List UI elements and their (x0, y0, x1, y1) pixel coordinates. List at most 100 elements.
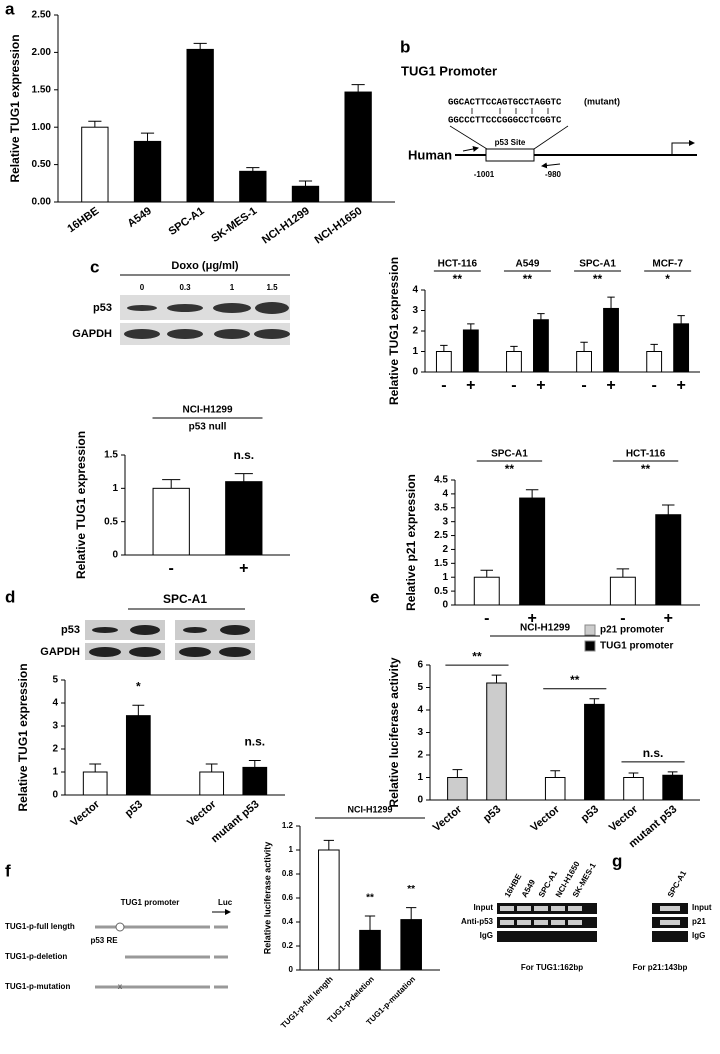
error-bar (193, 42, 207, 50)
y-tick-label: 4 (52, 698, 58, 709)
bar (584, 703, 605, 801)
x-tick-label: TUG1-p-full length (279, 974, 335, 1030)
x-tick-label: + (536, 377, 545, 394)
significance-label: * (665, 272, 670, 286)
x-tick-label: SPC-A1 (167, 205, 207, 238)
blot-strip (120, 323, 290, 345)
significance-label: ** (472, 649, 482, 663)
bar (533, 319, 549, 373)
y-tick-label: 0 (112, 550, 118, 561)
panel-letter: b (400, 37, 410, 56)
error-bar (650, 343, 658, 352)
y-tick-label: 1 (112, 483, 118, 494)
error-bar (550, 770, 561, 778)
significance-label: n.s. (244, 735, 265, 749)
sequence: GGCACTTCCAGTGCCTAGGTC (448, 97, 562, 107)
y-axis-label: Relative TUG1 expression (74, 431, 88, 579)
gel-footer: For TUG1:162bp (521, 963, 583, 972)
x-tick-label: - (652, 377, 657, 394)
error-bar (89, 763, 102, 772)
dose-label: 0 (140, 283, 145, 292)
y-tick-label: 5 (52, 675, 58, 686)
y-tick-label: 1 (417, 772, 423, 783)
significance-label: ** (366, 893, 374, 904)
y-tick-label: 1 (52, 767, 58, 778)
y-tick-label: 2.5 (434, 530, 448, 541)
x-tick-label: NCI-H1650 (313, 205, 365, 246)
gel-row-label: Anti-p53 (461, 917, 494, 926)
y-tick-label: 1 (289, 845, 294, 854)
construct-diagram: TUG1 promoter Luc TUG1-p-full length TUG… (5, 898, 233, 991)
tss-arrow (671, 140, 695, 155)
error-bar (132, 704, 145, 716)
chart-title: NCI-H1299 (347, 804, 392, 814)
significance-label: ** (505, 462, 515, 476)
error-bar (480, 569, 493, 578)
bar (81, 126, 109, 203)
y-axis-label: Relative luciferase activity (262, 842, 272, 955)
legend-label: p21 promoter (600, 625, 664, 636)
group-label: HCT-116 (626, 449, 666, 460)
significance-label: * (136, 679, 141, 693)
sequence-label: (mutant) (584, 96, 620, 106)
lane-label: A549 (520, 878, 538, 900)
bar (199, 771, 225, 796)
y-tick-label: 0.6 (282, 893, 294, 902)
blot-row-label: GAPDH (72, 328, 112, 340)
error-bar (628, 772, 639, 778)
western-blot: SPC-A1 p53 GAPDH (40, 592, 255, 660)
bar (662, 774, 683, 801)
bar (447, 777, 468, 801)
error-bar (162, 479, 181, 489)
construct-label: TUG1-p-mutation (5, 982, 70, 991)
cell-line-label: SPC-A1 (163, 592, 207, 606)
significance-label: ** (641, 462, 651, 476)
x-tick-label: 16HBE (65, 205, 101, 235)
legend-swatch (584, 624, 596, 636)
y-tick-label: 2.50 (32, 10, 52, 21)
group-label: SPC-A1 (579, 259, 616, 270)
chart-subtitle: p53 null (189, 422, 227, 433)
bar (486, 682, 507, 801)
panel-letter: a (5, 0, 15, 18)
x-tick-label: Vector (431, 803, 465, 834)
bar (473, 576, 500, 606)
bar (152, 487, 190, 556)
error-bar (440, 344, 448, 352)
x-tick-label: - (484, 610, 489, 627)
x-tick-label: - (441, 377, 446, 394)
error-bar (298, 180, 313, 187)
x-tick-label: Vector (185, 798, 219, 829)
error-bar (467, 323, 475, 330)
y-axis-label: Relative TUG1 expression (8, 34, 22, 182)
promoter-diagram: TUG1 Promoter GGCACTTCCAGTGCCTAGGTC (mut… (401, 63, 697, 179)
bar (359, 929, 381, 971)
panel-letter: e (370, 587, 379, 606)
position-label: -1001 (474, 170, 495, 179)
bar (291, 185, 320, 203)
y-tick-label: 2 (442, 544, 448, 555)
bar (544, 777, 566, 801)
western-blot: Doxo (μg/ml) 0 0.3 1 1.5 p53 GAPDH (72, 260, 290, 345)
x-tick-label: mutant p53 (209, 798, 262, 845)
significance-label: ** (593, 272, 603, 286)
y-tick-label: 0.00 (32, 197, 52, 208)
bar (519, 497, 546, 606)
bar (125, 715, 151, 796)
error-bar (607, 296, 615, 309)
error-bar (364, 915, 376, 931)
panel-letter: f (5, 861, 11, 880)
bar (462, 329, 479, 373)
y-tick-label: 1.00 (32, 122, 52, 133)
mutation-arrows (449, 108, 569, 150)
gel-footer: For p21:143bp (633, 963, 688, 972)
group-label: MCF-7 (652, 259, 683, 270)
primer-arrow (462, 146, 479, 152)
y-tick-label: 4 (417, 705, 423, 716)
gel-strip (652, 931, 688, 942)
bar (133, 140, 162, 203)
x-tick-label: + (664, 610, 673, 627)
gel-strip (497, 931, 597, 942)
significance-label: ** (570, 673, 580, 687)
y-tick-label: 0.50 (32, 159, 52, 170)
